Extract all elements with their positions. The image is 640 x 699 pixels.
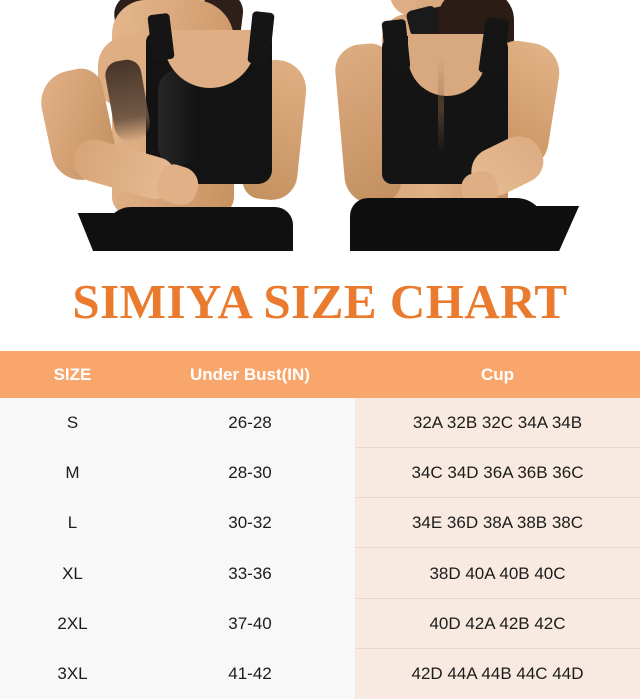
- cell-cup: 40D 42A 42B 42C: [355, 598, 640, 649]
- fabric-sheen: [158, 70, 198, 166]
- cell-size: XL: [0, 548, 145, 599]
- page-title: SIMIYA SIZE CHART: [72, 273, 568, 329]
- column-header-under-bust: Under Bust(IN): [145, 351, 355, 398]
- spine-shadow: [438, 58, 444, 154]
- cell-under-bust: 33-36: [145, 548, 355, 599]
- cell-cup: 34C 34D 36A 36B 36C: [355, 448, 640, 499]
- cell-cup: 32A 32B 32C 34A 34B: [355, 398, 640, 449]
- cell-under-bust: 28-30: [145, 448, 355, 499]
- cell-under-bust: 37-40: [145, 598, 355, 649]
- size-chart-table: SIZE Under Bust(IN) Cup S 26-28 32A 32B …: [0, 351, 640, 699]
- leggings-front: [105, 207, 293, 251]
- table-header: SIZE Under Bust(IN) Cup: [0, 351, 640, 398]
- cell-under-bust: 26-28: [145, 398, 355, 449]
- product-photo-front: [0, 0, 320, 251]
- cell-cup: 34E 36D 38A 38B 38C: [355, 498, 640, 549]
- cell-cup: 42D 44A 44B 44C 44D: [355, 648, 640, 699]
- table-body: S 26-28 32A 32B 32C 34A 34B M 28-30 34C …: [0, 398, 640, 699]
- cell-size: 3XL: [0, 648, 145, 699]
- cell-under-bust: 41-42: [145, 648, 355, 699]
- product-photo-back: [320, 0, 640, 251]
- table-row: M 28-30 34C 34D 36A 36B 36C: [0, 448, 640, 499]
- chart-title-band: SIMIYA SIZE CHART: [0, 251, 640, 351]
- cell-cup: 38D 40A 40B 40C: [355, 548, 640, 599]
- table-row: XL 33-36 38D 40A 40B 40C: [0, 548, 640, 599]
- leggings-back: [350, 198, 546, 251]
- column-header-size: SIZE: [0, 351, 145, 398]
- table-row: 3XL 41-42 42D 44A 44B 44C 44D: [0, 648, 640, 699]
- column-header-cup: Cup: [355, 351, 640, 398]
- product-photo-strip: [0, 0, 640, 251]
- table-header-row: SIZE Under Bust(IN) Cup: [0, 351, 640, 398]
- cell-size: L: [0, 498, 145, 549]
- cell-under-bust: 30-32: [145, 498, 355, 549]
- bra-strap-left-back: [381, 18, 411, 72]
- cell-size: M: [0, 448, 145, 499]
- table-row: S 26-28 32A 32B 32C 34A 34B: [0, 398, 640, 449]
- cell-size: S: [0, 398, 145, 449]
- table-row: 2XL 37-40 40D 42A 42B 42C: [0, 598, 640, 649]
- cell-size: 2XL: [0, 598, 145, 649]
- table-row: L 30-32 34E 36D 38A 38B 38C: [0, 498, 640, 549]
